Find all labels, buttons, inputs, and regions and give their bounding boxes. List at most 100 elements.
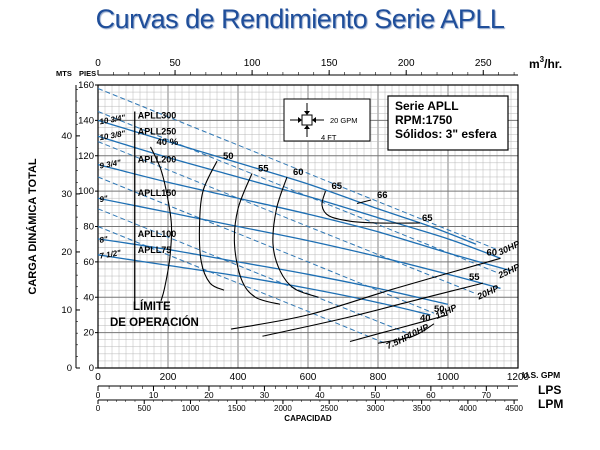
y-tick-label: 80: [83, 222, 94, 233]
pump-curve-line: [97, 197, 501, 290]
y-tick-label: 100: [78, 186, 94, 197]
inset-ft-label: 4 FT: [321, 133, 337, 142]
lpm-tick-label: 3000: [367, 404, 385, 413]
efficiency-curve: [198, 160, 225, 291]
series-name-label: APLL100: [138, 229, 177, 239]
y-tick-label: 0: [89, 363, 94, 374]
lpm-tick-label: 500: [138, 404, 152, 413]
lpm-tick-label: 3500: [413, 404, 431, 413]
x-tick-label: 1200: [507, 372, 530, 383]
efficiency-label-end: 65: [422, 213, 433, 224]
lpm-unit-label: LPM: [538, 397, 563, 411]
series-diameter-label: 10 3/8": [99, 129, 126, 142]
info-box-line: RPM:1750: [395, 113, 453, 127]
lpm-tick-label: 4500: [505, 404, 523, 413]
series-name-label: APLL150: [138, 188, 177, 198]
inset-gpm-label: 20 GPM: [330, 116, 358, 125]
limit-label-line1: LÍMITE: [133, 300, 171, 313]
series-diameter-label: 7 1/2": [99, 248, 122, 261]
top-tick-label: 0: [95, 58, 101, 69]
pump-curve-line: [97, 238, 449, 305]
lpm-tick-label: 2500: [320, 404, 338, 413]
lps-tick-label: 60: [426, 390, 436, 400]
mts-tick-label: 30: [61, 189, 72, 200]
mts-unit-label: MTS: [56, 69, 72, 78]
y-tick-label: 160: [78, 80, 94, 91]
x-axis-title: CAPACIDAD: [284, 414, 332, 423]
top-tick-label: 200: [398, 58, 415, 69]
efficiency-label: 55: [469, 272, 480, 283]
x-tick-label: 1000: [437, 372, 460, 383]
y-tick-label: 40: [83, 292, 94, 303]
efficiency-curve: [230, 257, 501, 330]
lpm-tick-label: 1000: [182, 404, 200, 413]
x-tick-label: 800: [370, 372, 387, 383]
pump-curve-line: [97, 135, 501, 259]
efficiency-label: 40: [420, 313, 431, 324]
efficiency-curve: [233, 173, 281, 305]
lps-tick-label: 30: [260, 390, 270, 400]
info-box-line: Sólidos: 3" esfera: [395, 127, 497, 141]
series-diameter-label: 10 3/4": [99, 113, 126, 126]
efficiency-label: 50: [223, 151, 234, 162]
series-diameter-label: 8": [99, 235, 109, 245]
lps-tick-label: 70: [482, 390, 492, 400]
lps-tick-label: 40: [315, 390, 325, 400]
info-box-frame: [387, 95, 509, 151]
mts-tick-label: 40: [61, 131, 72, 142]
series-name-label: APLL200: [138, 155, 177, 165]
limit-label-line2: DE OPERACIÓN: [110, 316, 199, 329]
series-name-label: APLL75: [138, 245, 172, 255]
power-line: [97, 226, 386, 344]
top-tick-label: 100: [244, 58, 261, 69]
y-tick-label: 20: [83, 328, 94, 339]
efficiency-curve: [321, 190, 421, 224]
series-diameter-label: 9 3/4": [99, 158, 122, 171]
x-tick-label: 200: [160, 372, 177, 383]
lps-unit-label: LPS: [538, 383, 561, 397]
x-tick-label: 0: [95, 372, 101, 383]
top-tick-label: 250: [475, 58, 492, 69]
grid-scale-inset: 20 GPM 4 FT: [283, 98, 371, 142]
efficiency-curve: [377, 323, 435, 344]
efficiency-curve: [349, 314, 449, 343]
pump-curve-line: [97, 163, 512, 272]
info-box-line: Serie APLL: [395, 99, 459, 113]
top-unit-label: m3/hr.: [529, 55, 562, 71]
efficiency-curve: [356, 199, 372, 205]
efficiency-label: 40 %: [157, 137, 179, 148]
series-name-label: APLL250: [138, 126, 177, 136]
lps-tick-label: 10: [149, 390, 159, 400]
lpm-tick-label: 2000: [274, 404, 292, 413]
pump-curve-line: [97, 254, 431, 316]
power-line: [97, 141, 477, 295]
y-tick-label: 120: [78, 151, 94, 162]
mts-tick-label: 0: [67, 363, 72, 374]
chart-title: Curvas de Rendimiento Serie APLL: [95, 4, 505, 34]
mts-tick-label: 10: [61, 305, 72, 316]
top-tick-label: 150: [321, 58, 338, 69]
lpm-tick-label: 0: [96, 404, 101, 413]
efficiency-label: 66: [377, 190, 388, 201]
efficiency-label: 60: [487, 247, 498, 258]
pies-unit-label: PIES: [79, 69, 96, 78]
power-line: [97, 88, 498, 250]
top-tick-label: 50: [169, 58, 181, 69]
x-tick-label: 400: [230, 372, 247, 383]
inset-arrowheads: [298, 111, 316, 129]
x-tick-label: 600: [300, 372, 317, 383]
lpm-tick-label: 1500: [228, 404, 246, 413]
efficiency-label: 55: [258, 163, 269, 174]
pump-curve-line: [97, 119, 477, 245]
inset-arrows: [290, 103, 324, 137]
y-tick-label: 60: [83, 257, 94, 268]
lps-tick-label: 50: [371, 390, 381, 400]
lps-tick-label: 0: [96, 390, 101, 400]
efficiency-label: 65: [332, 181, 343, 192]
mts-tick-label: 20: [61, 247, 72, 258]
y-axis-title: CARGA DINÁMICA TOTAL: [26, 158, 39, 295]
series-diameter-label: 9": [99, 194, 109, 204]
efficiency-curve: [272, 176, 319, 298]
